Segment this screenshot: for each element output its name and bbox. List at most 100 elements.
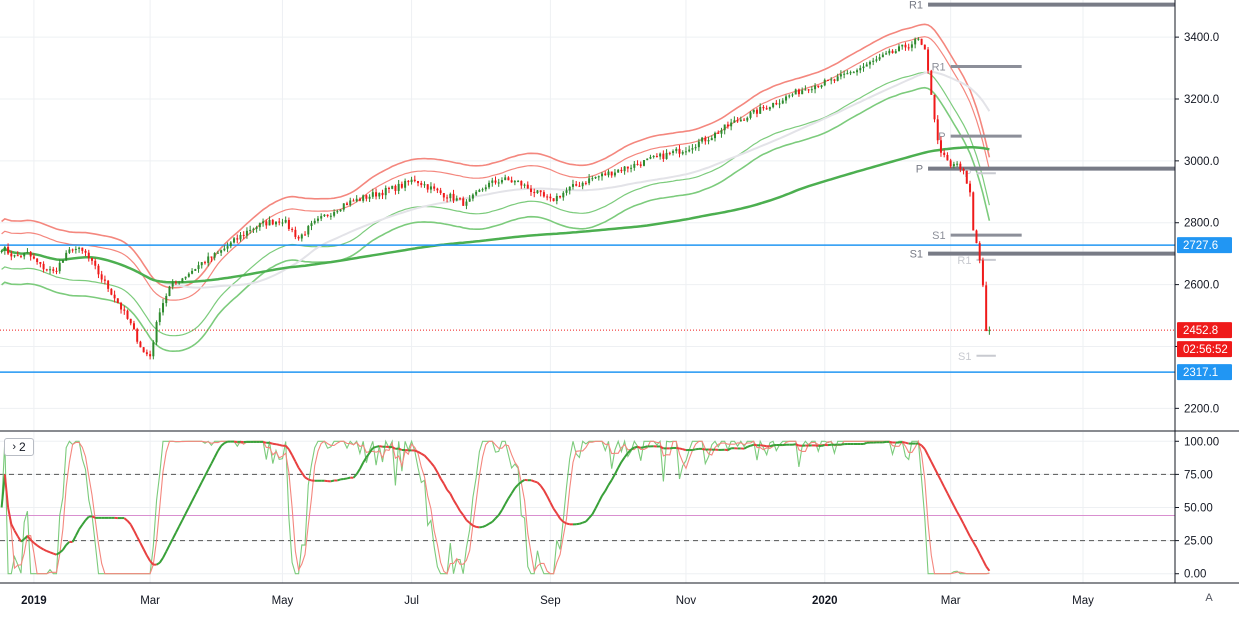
candle bbox=[801, 87, 803, 94]
candle-body bbox=[394, 186, 396, 191]
candle bbox=[879, 54, 881, 61]
osc-slow-segment bbox=[941, 481, 944, 487]
candle-body bbox=[795, 89, 797, 94]
candle-body bbox=[359, 199, 361, 201]
candle-body bbox=[808, 89, 810, 90]
candle-body bbox=[172, 282, 174, 286]
candle bbox=[946, 152, 948, 160]
candle-body bbox=[969, 184, 971, 193]
candle bbox=[762, 105, 764, 111]
candle-body bbox=[478, 190, 480, 192]
candle-body bbox=[830, 79, 832, 80]
candle bbox=[301, 233, 303, 241]
candle-body bbox=[26, 252, 28, 253]
candle-body bbox=[14, 255, 16, 256]
candle bbox=[520, 180, 522, 188]
candle bbox=[472, 193, 474, 201]
pivot-label: R1 bbox=[932, 62, 946, 74]
candle-body bbox=[207, 256, 209, 262]
candle bbox=[55, 268, 57, 275]
osc-slow-segment bbox=[205, 470, 208, 476]
candle-body bbox=[950, 160, 952, 166]
last-price-tag-text: 2452.8 bbox=[1183, 325, 1218, 337]
candle-body bbox=[94, 261, 96, 266]
candle-body bbox=[672, 151, 674, 153]
osc-slow-segment bbox=[289, 449, 292, 455]
candle bbox=[101, 271, 103, 283]
oscillator-pane-toggle[interactable]: › 2 bbox=[4, 438, 34, 456]
candle bbox=[559, 196, 561, 199]
osc-slow-segment bbox=[905, 443, 908, 444]
candle-body bbox=[323, 215, 325, 216]
candle-body bbox=[49, 269, 51, 270]
candle bbox=[795, 89, 797, 95]
osc-slow-segment bbox=[638, 447, 641, 448]
candle-body bbox=[791, 94, 793, 95]
candle-body bbox=[349, 200, 351, 205]
candle-body bbox=[921, 39, 923, 45]
candle-body bbox=[449, 194, 451, 198]
osc-tick-label: 25.00 bbox=[1184, 536, 1213, 548]
osc-slow-segment bbox=[211, 457, 214, 463]
candle bbox=[440, 188, 442, 195]
candle-body bbox=[656, 156, 658, 157]
candle-body bbox=[204, 262, 206, 263]
candle bbox=[181, 278, 183, 283]
candle-body bbox=[55, 271, 57, 272]
candle bbox=[382, 190, 384, 199]
candle-body bbox=[52, 269, 54, 271]
candle bbox=[882, 52, 884, 57]
candle bbox=[49, 266, 51, 274]
candle-body bbox=[462, 198, 464, 205]
candle bbox=[352, 198, 354, 201]
osc-slow-segment bbox=[86, 517, 89, 520]
osc-slow-segment bbox=[192, 495, 195, 501]
candle bbox=[423, 181, 425, 188]
candle-body bbox=[504, 177, 506, 180]
candle bbox=[730, 119, 732, 130]
candle bbox=[39, 262, 41, 267]
candle-body bbox=[901, 45, 903, 47]
candle bbox=[168, 286, 170, 296]
auto-scale-label: A bbox=[1205, 592, 1212, 604]
candle-body bbox=[453, 194, 455, 201]
candle bbox=[646, 158, 648, 160]
candles[interactable] bbox=[1, 37, 991, 359]
osc-slow-segment bbox=[747, 446, 750, 447]
candle-body bbox=[175, 282, 177, 283]
candle bbox=[220, 250, 222, 256]
candle-body bbox=[201, 262, 203, 265]
candle-body bbox=[17, 255, 19, 256]
candle bbox=[139, 341, 141, 348]
osc-tick-label: 75.00 bbox=[1184, 469, 1213, 481]
candle-body bbox=[236, 238, 238, 239]
candle-body bbox=[85, 251, 87, 253]
blue-level-tag-text: 2317.1 bbox=[1183, 367, 1218, 379]
candle-body bbox=[982, 260, 984, 285]
candle bbox=[475, 190, 477, 196]
osc-slow-segment bbox=[592, 508, 595, 514]
candle bbox=[972, 191, 974, 230]
candle bbox=[678, 145, 680, 157]
candle-body bbox=[256, 227, 258, 229]
candle bbox=[188, 272, 190, 277]
candle-body bbox=[485, 187, 487, 189]
time-tick-label: May bbox=[1072, 595, 1094, 607]
time-tick-label: May bbox=[272, 595, 294, 607]
candle-body bbox=[662, 154, 664, 159]
candle-body bbox=[398, 184, 400, 191]
candle-body bbox=[414, 180, 416, 181]
candle-body bbox=[436, 189, 438, 191]
candle bbox=[26, 248, 28, 253]
candle bbox=[20, 255, 22, 258]
osc-slow-segment bbox=[602, 491, 605, 496]
candle bbox=[456, 196, 458, 202]
candle-body bbox=[756, 110, 758, 114]
osc-slow-segment bbox=[179, 520, 182, 526]
candle-body bbox=[733, 120, 735, 122]
candle-body bbox=[814, 86, 816, 90]
auto-scale-button[interactable]: A bbox=[1199, 589, 1219, 607]
candle bbox=[888, 49, 890, 56]
